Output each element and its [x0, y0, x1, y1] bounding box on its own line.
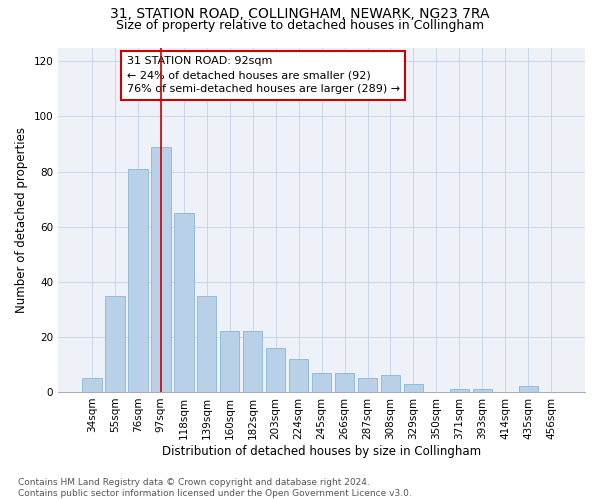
Bar	[266, 348, 286, 392]
Bar	[404, 384, 423, 392]
Bar	[220, 332, 239, 392]
Bar	[82, 378, 101, 392]
Bar	[312, 372, 331, 392]
Bar	[151, 146, 170, 392]
Bar	[289, 359, 308, 392]
Bar	[358, 378, 377, 392]
Text: 31 STATION ROAD: 92sqm
← 24% of detached houses are smaller (92)
76% of semi-det: 31 STATION ROAD: 92sqm ← 24% of detached…	[127, 56, 400, 94]
Y-axis label: Number of detached properties: Number of detached properties	[15, 126, 28, 312]
Bar	[243, 332, 262, 392]
Bar	[105, 296, 125, 392]
X-axis label: Distribution of detached houses by size in Collingham: Distribution of detached houses by size …	[162, 444, 481, 458]
Bar	[473, 389, 492, 392]
Text: 31, STATION ROAD, COLLINGHAM, NEWARK, NG23 7RA: 31, STATION ROAD, COLLINGHAM, NEWARK, NG…	[110, 8, 490, 22]
Bar	[335, 372, 355, 392]
Text: Contains HM Land Registry data © Crown copyright and database right 2024.
Contai: Contains HM Land Registry data © Crown c…	[18, 478, 412, 498]
Bar	[449, 389, 469, 392]
Text: Size of property relative to detached houses in Collingham: Size of property relative to detached ho…	[116, 18, 484, 32]
Bar	[174, 213, 194, 392]
Bar	[128, 168, 148, 392]
Bar	[518, 386, 538, 392]
Bar	[197, 296, 217, 392]
Bar	[381, 376, 400, 392]
